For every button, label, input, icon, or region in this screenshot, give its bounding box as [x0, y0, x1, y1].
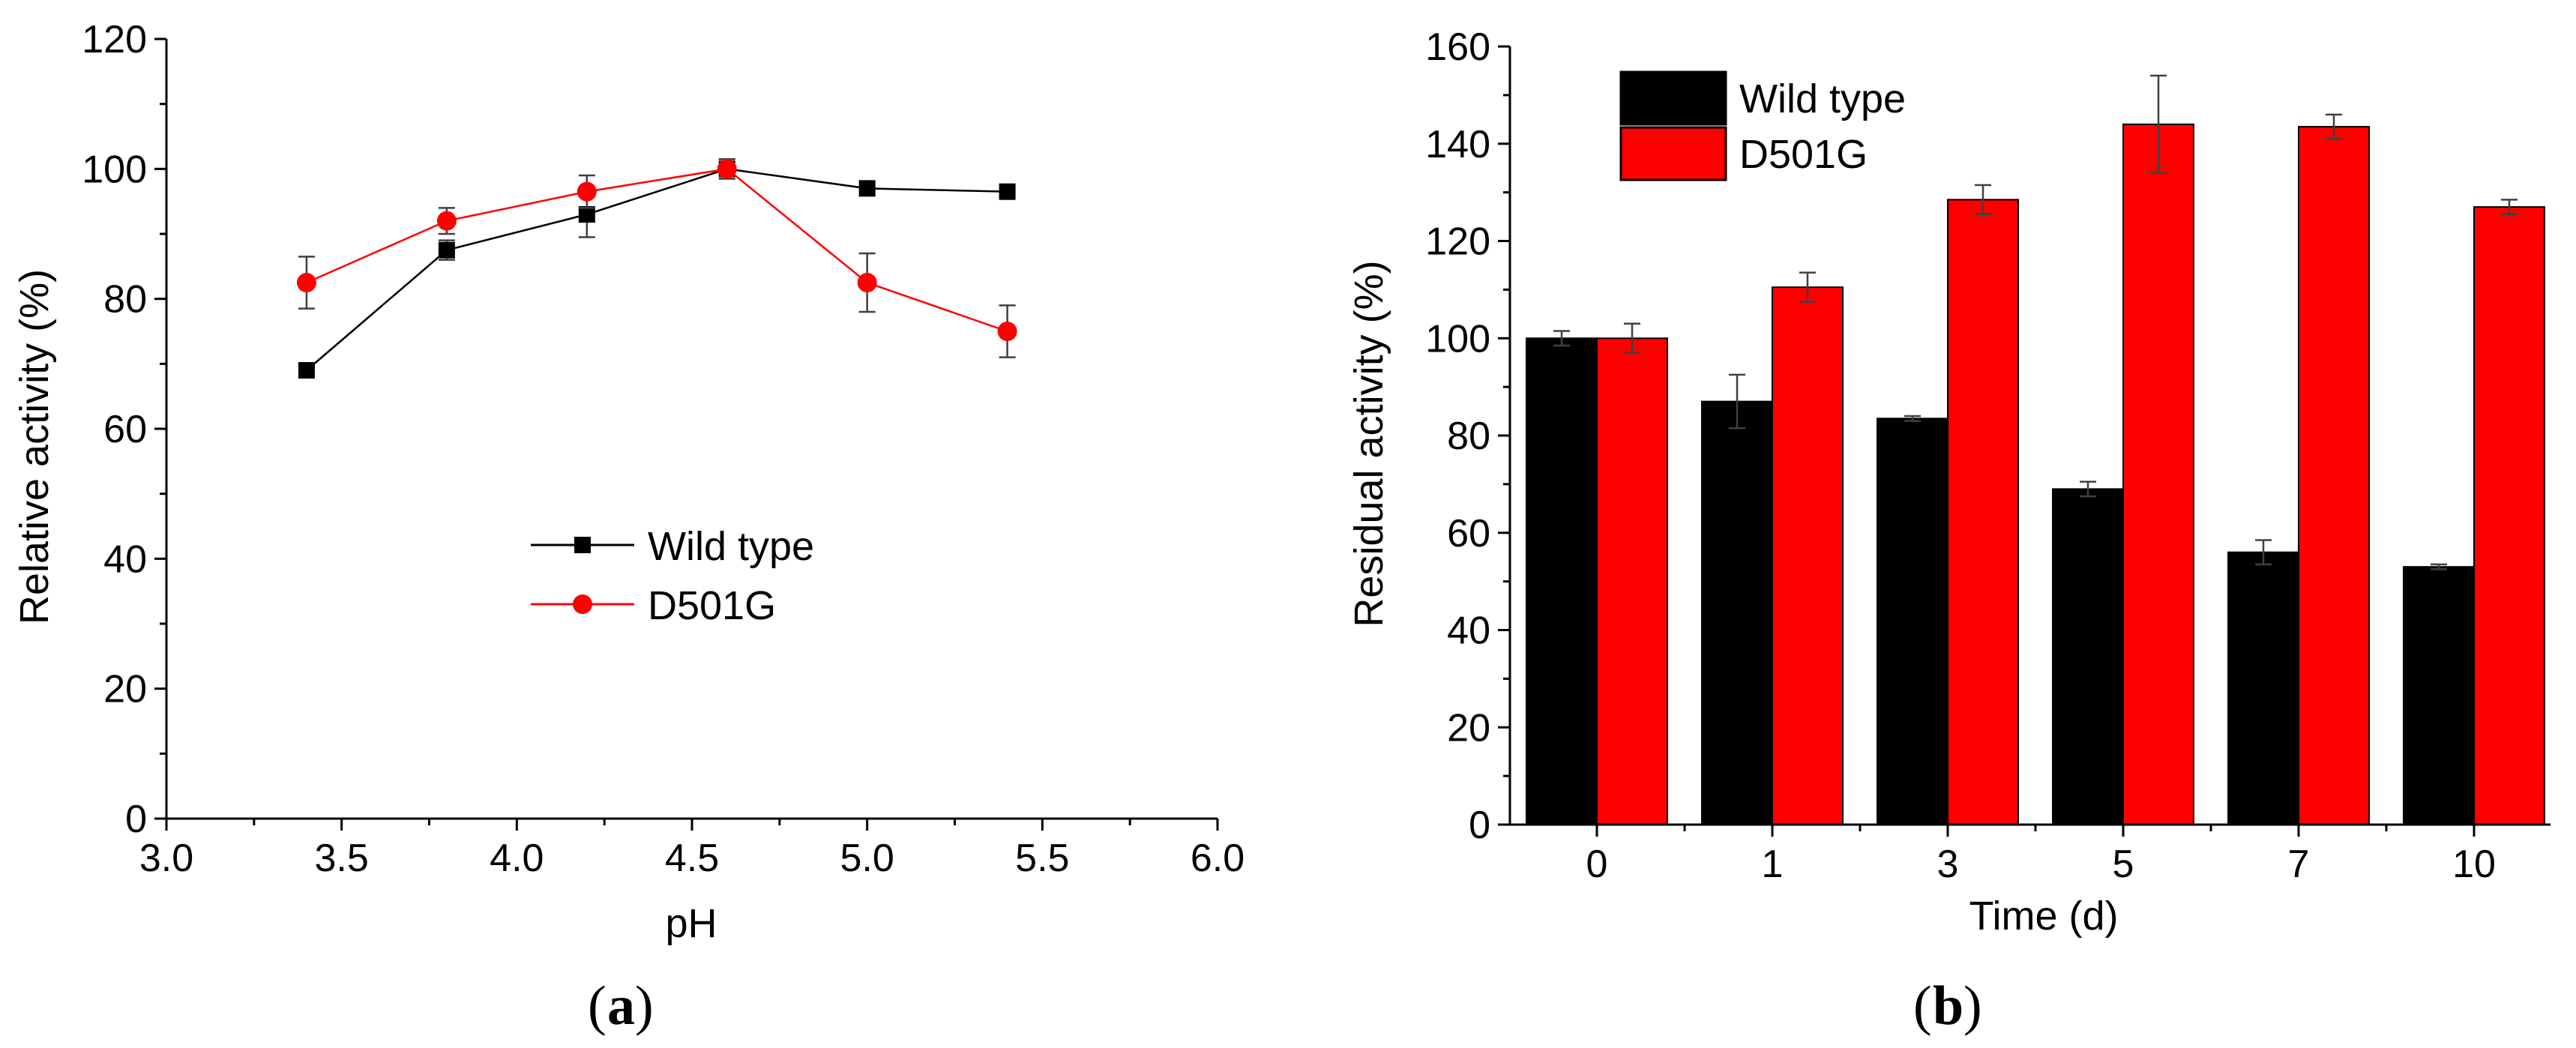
svg-text:): ) [635, 975, 654, 1037]
bar-wild-type [1526, 337, 1598, 825]
svg-text:b: b [1933, 975, 1963, 1037]
data-point-wild-type [999, 183, 1016, 200]
panel-label-b: ( b ) [1913, 975, 1982, 1037]
legend-swatch-d501g [1619, 126, 1727, 181]
chart-a-x-tick-label: 5.5 [1015, 837, 1069, 880]
bar-d501g [2298, 126, 2370, 825]
chart-b-xlabel: Time (d) [1969, 894, 2119, 939]
data-point-d501g [436, 211, 457, 231]
data-point-d501g [857, 273, 877, 292]
bar-d501g [1947, 199, 2019, 825]
chart-b-y-tick-label: 120 [1425, 220, 1490, 264]
legend-item-d501g-b: D501G [1619, 126, 1868, 181]
panel-label-a: ( a ) [588, 975, 654, 1037]
chart-a-y-tick-label: 20 [103, 668, 147, 711]
chart-a-x-tick-label: 5.0 [840, 837, 894, 880]
bar-d501g [1772, 286, 1844, 826]
chart-a-x-tick-label: 3.0 [139, 837, 193, 880]
bar-wild-type [1701, 400, 1773, 825]
legend-marker-d501g [573, 594, 592, 614]
chart-b-y-tick-label: 40 [1447, 609, 1490, 653]
bar-d501g [2473, 206, 2545, 825]
chart-a-y-tick-label: 0 [125, 798, 147, 841]
chart-b-y-tick-label: 20 [1447, 706, 1490, 750]
legend-label-wild-type: Wild type [648, 524, 814, 569]
bar-d501g [1596, 337, 1668, 825]
legend-marker-wild-type [574, 537, 591, 553]
chart-a-x-tick-label: 6.0 [1191, 837, 1245, 880]
chart-a-ylabel: Relative activity (%) [12, 269, 57, 624]
bar-wild-type [1877, 418, 1948, 825]
svg-text:(: ( [588, 975, 607, 1037]
chart-a-legend: Wild type D501G [531, 524, 814, 628]
chart-b-legend: Wild type D501G [1619, 70, 1906, 181]
data-point-d501g [577, 181, 597, 202]
chart-b-y-tick-label: 100 [1425, 317, 1490, 361]
chart-b-y-tick-label: 80 [1447, 415, 1490, 458]
data-point-d501g [997, 322, 1017, 341]
chart-a-y-tick-label: 120 [82, 18, 147, 61]
legend-label-d501g: D501G [648, 583, 776, 628]
chart-b-y-tick-label: 140 [1425, 123, 1490, 166]
bar-wild-type [2403, 566, 2475, 825]
chart-b-y-tick-label: 160 [1425, 25, 1490, 69]
legend-item-d501g: D501G [531, 583, 776, 628]
data-point-wild-type [298, 362, 315, 379]
data-point-wild-type [438, 241, 455, 259]
chart-b: 0 20 40 60 80 100 120 140 160 0 1 3 5 7 10 Time (d) Re… [1346, 25, 2551, 1037]
bar-wild-type [2227, 551, 2299, 825]
chart-b-x-tick-label: 5 [2113, 843, 2134, 886]
data-point-d501g [296, 273, 316, 292]
bar-wild-type [2052, 488, 2124, 825]
chart-a-marks [296, 158, 1017, 379]
chart-b-axes: 0 20 40 60 80 100 120 140 160 0 1 3 5 7 10 [1425, 25, 2551, 886]
chart-a-x-tick-label: 3.5 [315, 837, 369, 880]
svg-text:): ) [1963, 975, 1982, 1037]
series-line-wild-type [306, 168, 1008, 371]
svg-text:(: ( [1913, 975, 1932, 1037]
legend-label-wild-type-b: Wild type [1739, 76, 1906, 121]
chart-b-x-tick-label: 0 [1586, 843, 1608, 886]
chart-b-y-tick-label: 60 [1447, 512, 1490, 555]
data-point-wild-type [858, 180, 876, 197]
data-point-d501g [717, 159, 737, 179]
chart-b-y-tick-label: 0 [1469, 804, 1490, 847]
chart-a-xlabel: pH [665, 901, 717, 946]
chart-a-y-tick-label: 80 [103, 278, 147, 322]
chart-a-y-tick-label: 60 [103, 408, 147, 451]
legend-swatch-wild-type [1619, 70, 1727, 126]
chart-b-x-tick-label: 1 [1762, 843, 1784, 886]
data-point-wild-type [578, 206, 595, 223]
chart-a-y-tick-label: 100 [82, 148, 147, 191]
legend-item-wild-type-b: Wild type [1619, 70, 1906, 126]
chart-b-x-tick-label: 3 [1937, 843, 1959, 886]
chart-b-x-tick-label: 10 [2452, 843, 2496, 886]
chart-b-x-tick-label: 7 [2288, 843, 2310, 886]
bar-d501g [2122, 123, 2194, 826]
legend-label-d501g-b: D501G [1739, 132, 1868, 177]
chart-a-x-tick-label: 4.5 [665, 837, 719, 880]
series-line-d501g [306, 168, 1008, 333]
chart-a-y-tick-label: 40 [103, 537, 147, 581]
svg-text:a: a [607, 975, 635, 1037]
chart-a-x-tick-label: 4.0 [490, 837, 544, 880]
chart-b-ylabel: Residual activity (%) [1346, 260, 1391, 627]
legend-item-wild-type: Wild type [531, 524, 814, 569]
chart-a-axes: 3.0 3.5 4.0 4.5 5.0 5.5 6.0 0 20 40 60 80 100 120 [82, 18, 1245, 880]
chart-b-marks [1526, 74, 2545, 826]
